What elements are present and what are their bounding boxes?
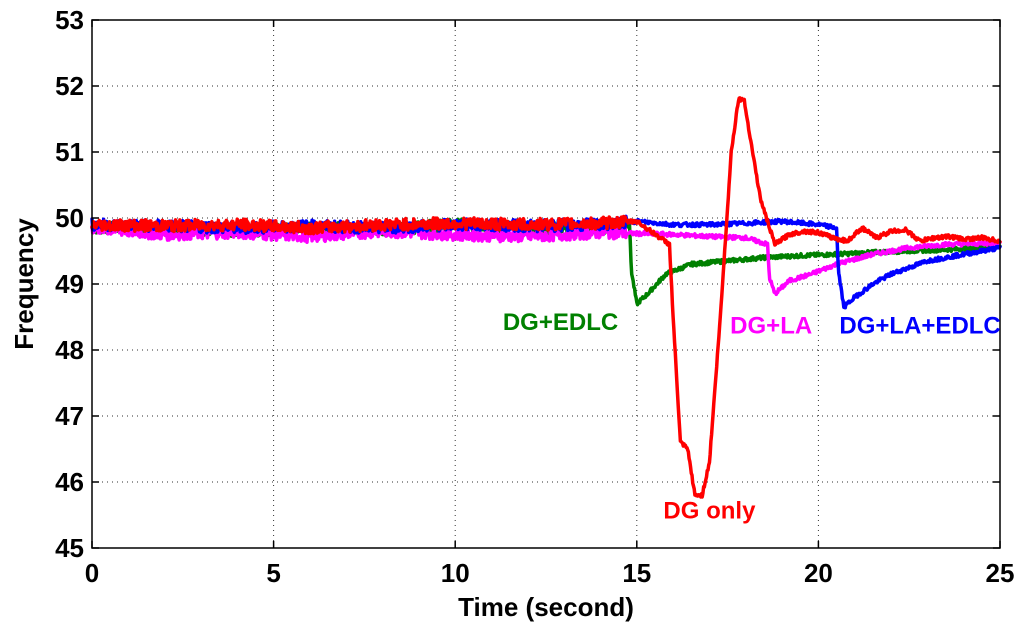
y-tick-label: 48 <box>55 335 84 365</box>
y-tick-label: 49 <box>55 269 84 299</box>
x-tick-label: 20 <box>804 558 833 588</box>
x-tick-label: 25 <box>986 558 1015 588</box>
axis-ticks: 0 5 10 15 20 25 45 46 47 48 49 50 51 52 53 <box>55 5 1014 588</box>
series-lines <box>90 96 1002 499</box>
x-axis-label: Time (second) <box>458 592 634 622</box>
series-line-dg-la <box>90 221 1002 297</box>
y-tick-label: 50 <box>55 203 84 233</box>
y-tick-label: 45 <box>55 533 84 563</box>
y-tick-label: 53 <box>55 5 84 35</box>
y-tick-label: 46 <box>55 467 84 497</box>
grid-lines <box>92 20 1000 548</box>
annotation-dg-la: DG+LA <box>730 313 812 340</box>
x-tick-label: 0 <box>85 558 99 588</box>
annotation-dg-la-edlc: DG+LA+EDLC <box>839 313 1000 340</box>
series-line-dg-only <box>90 96 1002 499</box>
x-tick-label: 15 <box>622 558 651 588</box>
y-tick-label: 47 <box>55 401 84 431</box>
x-tick-label: 10 <box>441 558 470 588</box>
annotations: DG+EDLC DG+LA DG+LA+EDLC DG only <box>503 309 1001 524</box>
y-tick-label: 51 <box>55 137 84 167</box>
annotation-dg-edlc: DG+EDLC <box>503 309 618 336</box>
x-tick-label: 5 <box>266 558 280 588</box>
y-axis-label: Frequency <box>9 218 39 350</box>
plot-frame <box>91 19 1001 549</box>
annotation-dg-only: DG only <box>663 497 756 524</box>
y-tick-label: 52 <box>55 71 84 101</box>
